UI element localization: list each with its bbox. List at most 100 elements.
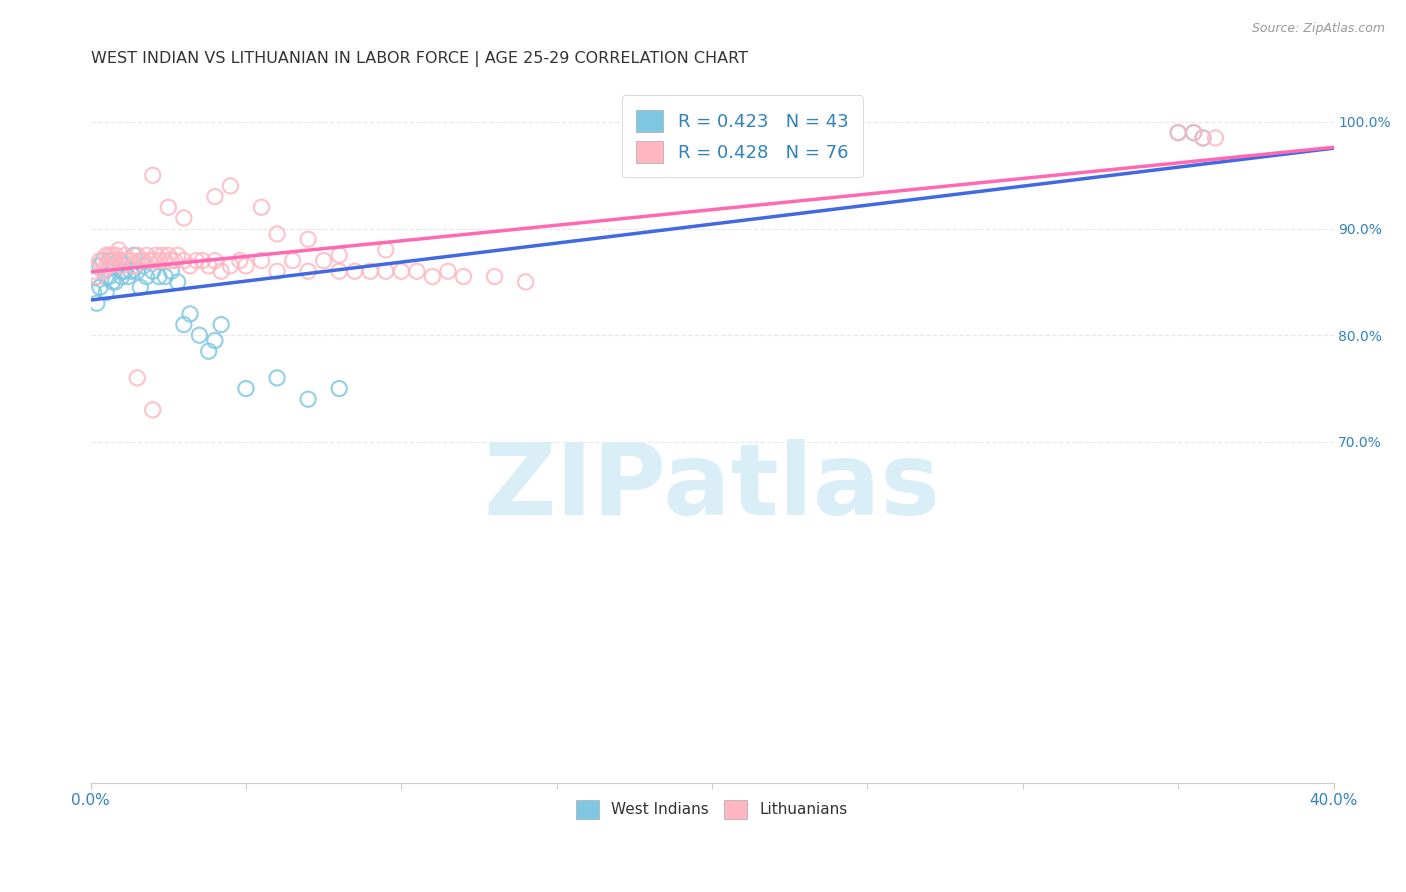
Point <box>229 253 252 268</box>
Point <box>297 392 319 407</box>
Point <box>142 169 165 183</box>
Point <box>127 264 149 278</box>
Point <box>148 253 170 268</box>
Point <box>89 259 111 273</box>
Point <box>157 248 180 262</box>
Point <box>89 280 111 294</box>
Text: WEST INDIAN VS LITHUANIAN IN LABOR FORCE | AGE 25-29 CORRELATION CHART: WEST INDIAN VS LITHUANIAN IN LABOR FORCE… <box>90 51 748 67</box>
Point <box>160 253 183 268</box>
Point <box>111 259 134 273</box>
Point <box>250 200 273 214</box>
Point <box>83 285 105 300</box>
Point <box>359 264 381 278</box>
Point <box>166 275 188 289</box>
Point <box>1167 126 1189 140</box>
Point <box>374 264 396 278</box>
Point <box>101 253 124 268</box>
Point <box>191 253 214 268</box>
Point <box>101 253 124 268</box>
Point <box>153 269 176 284</box>
Point <box>104 248 127 262</box>
Point <box>179 259 201 273</box>
Point <box>117 269 139 284</box>
Point <box>117 253 139 268</box>
Point <box>484 269 506 284</box>
Point <box>114 248 136 262</box>
Point <box>104 259 127 273</box>
Point <box>160 264 183 278</box>
Point <box>266 264 288 278</box>
Point <box>312 253 335 268</box>
Point <box>148 269 170 284</box>
Point <box>186 253 208 268</box>
Point <box>209 264 232 278</box>
Point <box>94 248 117 262</box>
Point <box>122 259 145 273</box>
Point <box>86 269 108 284</box>
Point <box>107 253 129 268</box>
Point <box>129 280 152 294</box>
Point <box>235 259 257 273</box>
Point <box>83 264 105 278</box>
Point <box>127 371 149 385</box>
Point <box>153 253 176 268</box>
Point <box>111 264 134 278</box>
Point <box>138 253 160 268</box>
Point <box>204 253 226 268</box>
Point <box>127 248 149 262</box>
Point <box>1192 131 1215 145</box>
Point <box>98 259 121 273</box>
Point <box>129 253 152 268</box>
Point <box>219 178 242 193</box>
Point <box>132 259 155 273</box>
Point <box>1192 131 1215 145</box>
Point <box>281 253 304 268</box>
Text: ZIPatlas: ZIPatlas <box>484 439 941 536</box>
Text: Source: ZipAtlas.com: Source: ZipAtlas.com <box>1251 22 1385 36</box>
Point <box>111 253 134 268</box>
Point <box>197 259 219 273</box>
Point <box>157 200 180 214</box>
Point <box>104 275 127 289</box>
Point <box>297 232 319 246</box>
Point <box>197 344 219 359</box>
Point <box>107 243 129 257</box>
Point <box>101 248 124 262</box>
Point <box>91 253 114 268</box>
Point <box>98 269 121 284</box>
Point <box>98 248 121 262</box>
Point <box>1204 131 1226 145</box>
Point <box>328 382 350 396</box>
Point <box>122 248 145 262</box>
Point <box>150 248 173 262</box>
Point <box>343 264 366 278</box>
Point <box>250 253 273 268</box>
Point <box>86 269 108 284</box>
Point <box>188 328 211 343</box>
Point <box>515 275 537 289</box>
Point <box>120 253 142 268</box>
Point <box>94 269 117 284</box>
Point <box>204 334 226 348</box>
Point <box>453 269 475 284</box>
Point <box>94 259 117 273</box>
Point <box>120 264 142 278</box>
Point <box>98 253 121 268</box>
Legend: West Indians, Lithuanians: West Indians, Lithuanians <box>571 794 853 825</box>
Point <box>86 296 108 310</box>
Point <box>266 227 288 241</box>
Point <box>166 248 188 262</box>
Point <box>297 264 319 278</box>
Point <box>135 248 157 262</box>
Point <box>173 253 195 268</box>
Point <box>235 382 257 396</box>
Point <box>114 264 136 278</box>
Point <box>1167 126 1189 140</box>
Point <box>422 269 444 284</box>
Point <box>135 269 157 284</box>
Point <box>328 248 350 262</box>
Point <box>173 318 195 332</box>
Point <box>209 318 232 332</box>
Point <box>142 402 165 417</box>
Point <box>219 259 242 273</box>
